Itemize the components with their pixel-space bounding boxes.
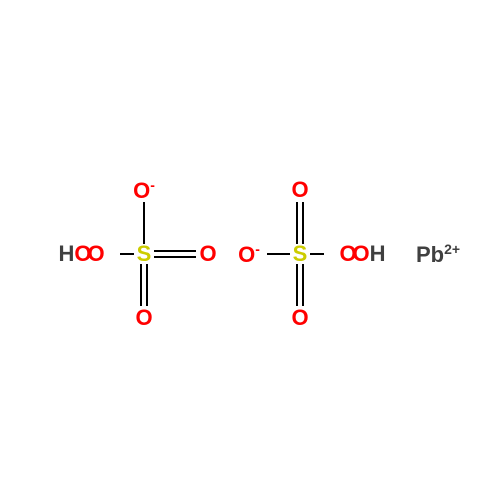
- bond: [154, 250, 196, 252]
- atom-s1: S: [137, 243, 152, 265]
- atom-h1: HO: [58, 243, 91, 265]
- atom-o1r: O: [199, 243, 216, 265]
- bond: [154, 256, 196, 258]
- atom-o1b: O: [135, 307, 152, 329]
- charge: 2+: [444, 241, 460, 257]
- bond: [302, 202, 304, 244]
- charge: -: [255, 241, 260, 257]
- charge: -: [150, 177, 155, 193]
- bond: [140, 264, 142, 306]
- bond: [120, 253, 134, 255]
- atom-h2: OH: [352, 243, 385, 265]
- molecule-canvas: SO-OOOHOSOOO-OOHPb2+: [0, 0, 500, 500]
- atom-s2: S: [293, 243, 308, 265]
- bond: [310, 253, 324, 255]
- bond: [296, 264, 298, 306]
- bond: [143, 202, 145, 244]
- atom-pb: Pb2+: [416, 242, 460, 266]
- atom-o2b: O: [291, 307, 308, 329]
- atom-o2l: O-: [238, 242, 260, 266]
- bond: [302, 264, 304, 306]
- bond: [296, 202, 298, 244]
- bond: [146, 264, 148, 306]
- atom-o1t: O-: [133, 178, 155, 202]
- bond: [267, 253, 290, 255]
- atom-o2t: O: [291, 179, 308, 201]
